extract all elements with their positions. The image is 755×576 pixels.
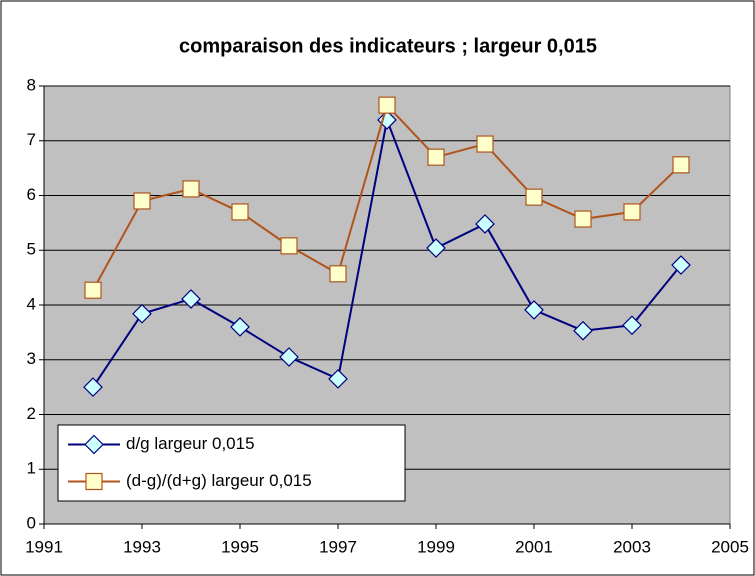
y-tick-label: 8 [27, 75, 36, 94]
data-point [426, 238, 446, 258]
data-point [623, 203, 641, 221]
data-point [329, 265, 347, 283]
data-point [181, 289, 201, 309]
data-point [622, 315, 642, 336]
data-point [427, 148, 445, 166]
data-point [671, 255, 691, 275]
data-point [280, 237, 298, 255]
data-point [83, 377, 103, 397]
data-point [574, 210, 592, 228]
y-tick-label: 3 [27, 349, 36, 368]
legend-box [57, 424, 406, 502]
legend-marker [85, 472, 103, 491]
data-point [573, 320, 593, 341]
data-point [328, 369, 348, 389]
x-tick-label: 2001 [515, 537, 553, 556]
data-point [279, 347, 299, 367]
data-point [182, 180, 200, 198]
legend-marker [84, 434, 104, 455]
data-point [476, 135, 494, 153]
x-tick-label: 1991 [25, 537, 63, 556]
x-tick-label: 1995 [221, 537, 259, 556]
x-tick-label: 2003 [613, 537, 651, 556]
y-tick-label: 2 [27, 404, 36, 423]
data-point [132, 303, 152, 324]
data-point [524, 300, 544, 320]
data-point [377, 110, 397, 130]
data-point [84, 281, 102, 299]
x-tick-label: 1993 [123, 537, 161, 556]
legend-label: d/g largeur 0,015 [126, 434, 255, 453]
data-point [230, 317, 250, 337]
legend-label: (d-g)/(d+g) largeur 0,015 [126, 471, 312, 490]
data-point [672, 156, 690, 174]
y-tick-label: 7 [27, 130, 36, 149]
data-point [133, 192, 151, 210]
data-point [475, 214, 495, 234]
data-point [378, 96, 396, 114]
y-tick-label: 4 [27, 294, 36, 313]
data-point [231, 203, 249, 221]
y-tick-label: 5 [27, 240, 36, 259]
chart-title: comparaison des indicateurs ; largeur 0,… [179, 35, 597, 57]
data-point [525, 188, 543, 206]
y-tick-label: 1 [27, 459, 36, 478]
x-tick-label: 1997 [319, 537, 357, 556]
y-tick-label: 6 [27, 185, 36, 204]
x-tick-label: 2005 [711, 537, 749, 556]
y-tick-label: 0 [27, 513, 36, 532]
x-tick-label: 1999 [417, 537, 455, 556]
